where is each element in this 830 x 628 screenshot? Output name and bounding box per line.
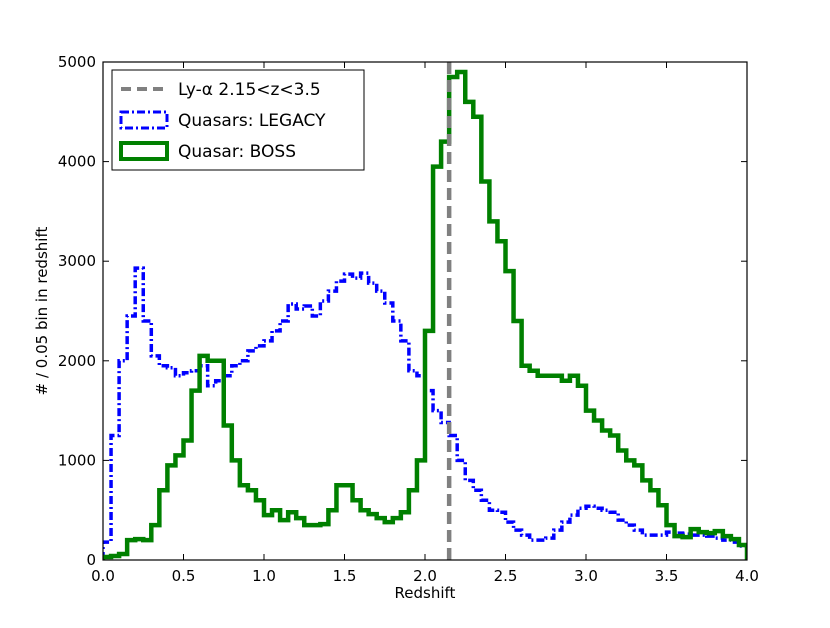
- x-tick-label: 1.5: [333, 567, 357, 585]
- legend-label-legacy: Quasars: LEGACY: [178, 111, 326, 131]
- x-tick-label: 3.5: [655, 567, 679, 585]
- series-boss-line: [103, 69, 747, 560]
- y-tick-label: 2000: [58, 352, 96, 370]
- legend-label-boss: Quasar: BOSS: [178, 142, 296, 162]
- y-tick-label: 3000: [58, 252, 96, 270]
- series-legacy-line: [103, 266, 747, 560]
- x-tick-label: 0.5: [172, 567, 196, 585]
- legend-swatch-legacy: [119, 110, 169, 130]
- x-axis-label: Redshift: [395, 584, 456, 602]
- legend-box: [111, 69, 365, 171]
- y-tick-label: 1000: [58, 451, 96, 469]
- x-tick-label: 4.0: [735, 567, 759, 585]
- y-tick-label: 5000: [58, 53, 96, 71]
- x-tick-label: 2.0: [413, 567, 437, 585]
- y-tick-label: 4000: [58, 153, 96, 171]
- x-tick-label: 1.0: [252, 567, 276, 585]
- x-tick-label: 0.0: [91, 567, 115, 585]
- x-tick-label: 3.0: [574, 567, 598, 585]
- x-tick-label: 2.5: [494, 567, 518, 585]
- y-axis-label: # / 0.05 bin in redshift: [33, 227, 51, 396]
- legend-swatch-boss: [119, 141, 169, 161]
- legend-label-ly-alpha: Ly-α 2.15<z<3.5: [178, 80, 321, 100]
- y-tick-label: 0: [86, 551, 96, 569]
- legend: Ly-α 2.15<z<3.5 Quasars: LEGACY Quasar: …: [111, 69, 365, 171]
